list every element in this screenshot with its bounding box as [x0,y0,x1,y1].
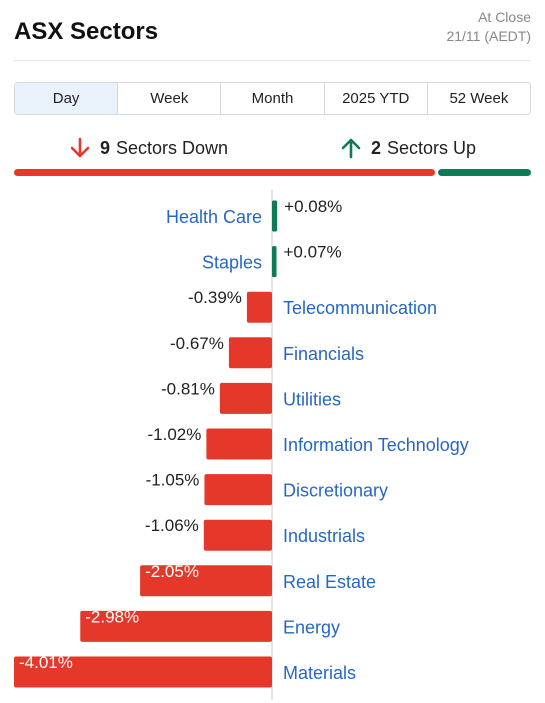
tab-ytd[interactable]: 2025 YTD [324,83,427,114]
sector-link[interactable]: Financials [283,344,364,364]
sectors-up-summary: 2 Sectors Up [339,136,476,160]
sectors-up-label: Sectors Up [387,138,476,159]
sectors-up-count: 2 [371,138,381,159]
value-label: -0.67% [170,334,224,353]
tab-month[interactable]: Month [220,83,323,114]
value-label: -2.05% [145,562,199,581]
value-label: -0.81% [161,379,215,398]
value-label: +0.07% [284,243,342,262]
sectors-down-ratio-bar [14,169,435,176]
sectors-down-count: 9 [100,138,110,159]
tab-day[interactable]: Day [15,83,117,114]
sectors-down-label: Sectors Down [116,138,228,159]
sector-link[interactable]: Telecommunication [283,298,437,318]
bar-information-technology [206,429,272,460]
header-divider [14,60,531,61]
bar-utilities [220,383,272,414]
sectors-up-ratio-bar [438,169,531,176]
tab-52-week[interactable]: 52 Week [427,83,530,114]
sector-link[interactable]: Information Technology [283,435,469,455]
sector-link[interactable]: Staples [202,253,262,273]
bar-health-care [272,201,277,232]
value-label: -1.02% [147,425,201,444]
sector-link[interactable]: Health Care [166,207,262,227]
sector-link[interactable]: Industrials [283,526,365,546]
value-label: -0.39% [188,288,242,307]
value-label: -1.06% [145,516,199,535]
sectors-down-summary: 9 Sectors Down [68,136,228,160]
sector-link[interactable]: Real Estate [283,572,376,592]
bar-telecommunication [247,292,272,323]
as-of-line1: At Close [446,8,531,27]
bar-financials [229,337,272,368]
bar-staples [272,246,277,277]
sector-performance-chart: +0.08% Health Care +0.07% Staples -0.39% Tele… [0,190,545,702]
as-of-timestamp: At Close 21/11 (AEDT) [446,8,531,46]
value-label: -1.05% [146,471,200,490]
sector-link[interactable]: Utilities [283,389,341,409]
page-title: ASX Sectors [14,18,158,46]
sector-link[interactable]: Energy [283,617,340,637]
value-label: -2.98% [85,607,139,626]
as-of-line2: 21/11 (AEDT) [446,27,531,46]
sector-link[interactable]: Materials [283,663,356,683]
value-label: +0.08% [284,197,342,216]
period-tabs: Day Week Month 2025 YTD 52 Week [14,82,531,115]
sector-link[interactable]: Discretionary [283,481,388,501]
arrow-up-icon [339,136,363,160]
tab-week[interactable]: Week [117,83,220,114]
bar-discretionary [204,474,272,505]
bar-industrials [204,520,272,551]
arrow-down-icon [68,136,92,160]
value-label: -4.01% [19,653,73,672]
